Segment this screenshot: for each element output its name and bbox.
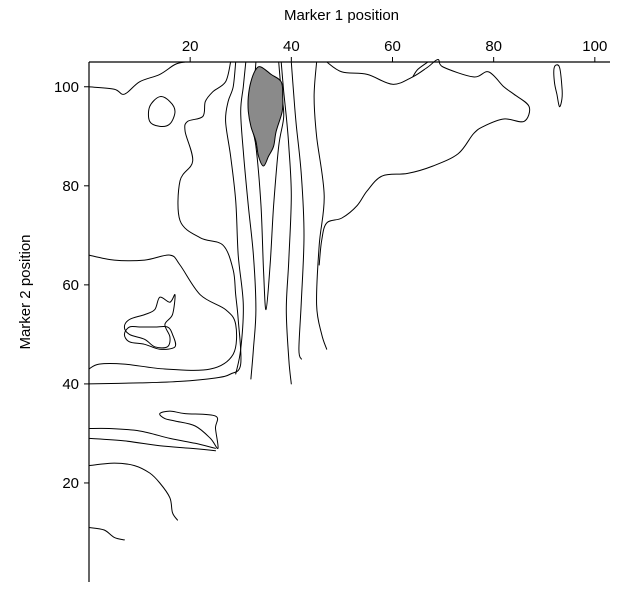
y-tick-label: 60: [62, 277, 79, 294]
contour-band-left-outer: [88, 61, 242, 385]
contour-band-top-left: [88, 61, 186, 95]
y-tick-label: 40: [62, 376, 79, 393]
y-axis-title: Marker 2 position: [17, 234, 34, 349]
x-tick-label: 100: [582, 38, 607, 55]
contour-band-30-lower: [88, 437, 216, 452]
axes: 20 40 60 80 100 20 40 60 80 100: [54, 38, 610, 582]
contour-loop-30-right: [159, 410, 219, 449]
contour-band-mid-left-outer: [225, 61, 244, 375]
y-tick-label: 20: [62, 475, 79, 492]
contour-band-right-edge: [313, 61, 328, 350]
contour-loop-left-lower: [123, 325, 177, 350]
contour-band-11: [88, 527, 125, 541]
x-tick-label: 40: [283, 38, 300, 55]
y-tick-label: 100: [54, 79, 79, 96]
contour-band-right-large: [318, 59, 531, 266]
contour-band-mid-left-inner: [240, 61, 257, 380]
x-tick-label: 80: [485, 38, 502, 55]
contour-small-loop-right: [553, 64, 563, 108]
contour-lines: [88, 59, 563, 541]
contour-band-24: [88, 462, 178, 521]
contour-band-30-upper: [88, 427, 216, 449]
contour-band-left-inner: [88, 254, 238, 371]
contour-band-center-right-inner: [290, 61, 305, 360]
contour-small-loop-left: [147, 96, 176, 128]
contour-loop-left-triangle: [123, 293, 176, 349]
x-tick-label: 20: [182, 38, 199, 55]
y-tick-label: 80: [62, 178, 79, 195]
axis-labels: Marker 1 position Marker 2 position: [17, 7, 399, 350]
contour-band-center-right-outer: [280, 61, 292, 385]
x-tick-label: 60: [384, 38, 401, 55]
contour-peak-core: [247, 66, 284, 167]
contour-line-right-top: [412, 61, 429, 78]
x-axis-title: Marker 1 position: [284, 7, 399, 24]
